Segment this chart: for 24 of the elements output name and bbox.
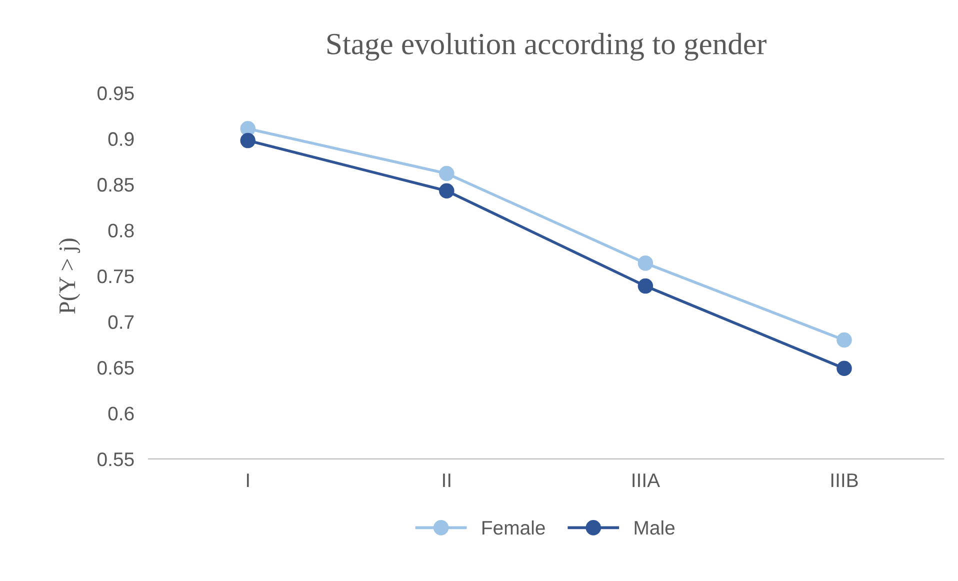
y-tick-label: 0.85 [98, 178, 134, 192]
point [439, 183, 454, 199]
y-tick-label: 0.65 [98, 360, 134, 375]
legend-label: Male [634, 520, 675, 535]
x-tick-label: I [246, 474, 249, 487]
y-tick-label: 0.7 [108, 315, 134, 329]
y-tick-label: 0.95 [98, 86, 134, 100]
point [638, 278, 654, 294]
point [836, 360, 852, 376]
y-tick-label: 0.75 [98, 269, 134, 284]
y-tick-label: 0.55 [98, 452, 134, 466]
y-tick-label: 0.9 [108, 132, 134, 146]
point [638, 256, 654, 271]
legend-label: Female [482, 520, 545, 535]
y-tick-label: 0.6 [108, 406, 134, 420]
x-tick-label: II [443, 474, 450, 487]
x-tick-label: IIIA [632, 474, 660, 487]
y-axis-title: P(Y > j) [58, 238, 80, 314]
chart-title: Stage evolution according to gender [327, 32, 766, 61]
x-tick-label: IIIB [831, 474, 858, 487]
y-tick-label: 0.8 [108, 224, 134, 238]
point [240, 132, 256, 148]
point [836, 332, 852, 348]
point [439, 166, 454, 182]
